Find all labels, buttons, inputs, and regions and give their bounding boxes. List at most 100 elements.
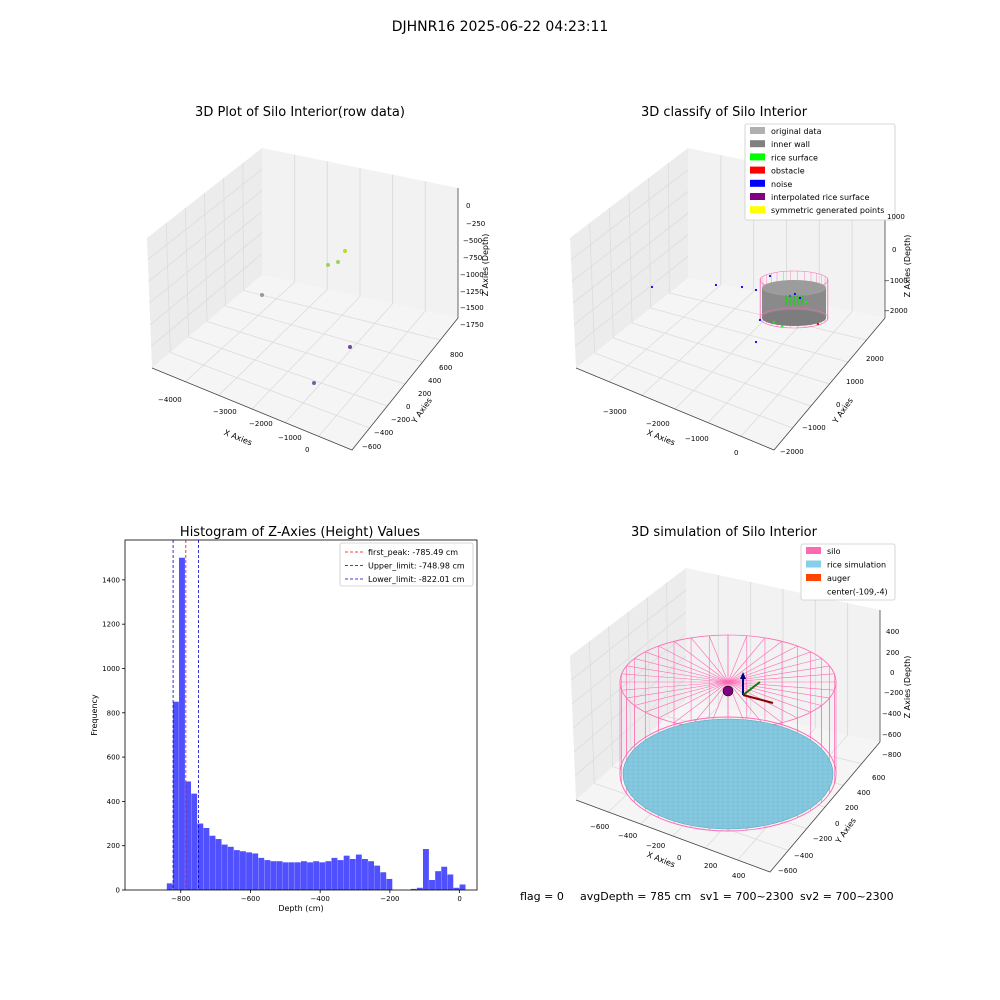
- classify-z-tick: −2000: [884, 307, 908, 315]
- classify-x-tick: 0: [734, 449, 738, 457]
- simulation-y-tick: −200: [813, 835, 832, 843]
- classify-point: [793, 299, 795, 301]
- histogram-legend: first_peak: -785.49 cm Upper_limit: -748.…: [339, 542, 474, 587]
- classify-point: [789, 299, 791, 301]
- simulation-x-tick: 200: [704, 862, 717, 870]
- classify-point: [789, 303, 791, 305]
- classify-point: [801, 297, 803, 299]
- simulation-auger: [722, 672, 774, 704]
- histogram-bar: [294, 862, 301, 890]
- classify-legend-label: symmetric generated points: [771, 206, 884, 215]
- histogram-bar: [233, 850, 240, 890]
- raw-y-ticks: −600 −400 −200 0 200 400 600 800: [362, 351, 463, 451]
- classify-point: [785, 299, 787, 301]
- simulation-legend-label: center(-109,-4): [827, 588, 888, 597]
- raw-z-tick: 0: [466, 202, 470, 210]
- histogram-bar: [441, 866, 448, 890]
- figure-title: DJHNR16 2025-06-22 04:23:11: [392, 19, 609, 35]
- histogram-bar: [282, 862, 289, 890]
- histogram-bar: [209, 835, 216, 890]
- simulation-y-tick: 200: [845, 804, 858, 812]
- histogram-bar: [459, 884, 466, 890]
- histogram-bar: [349, 858, 356, 890]
- histogram-bar: [301, 861, 307, 890]
- classify-legend-swatch: [750, 127, 765, 134]
- raw-outlier-point: [326, 263, 330, 267]
- simulation-y-tick: −400: [794, 852, 813, 860]
- histogram-bar: [325, 861, 332, 890]
- classify-point: [801, 299, 803, 301]
- histogram-bar: [386, 878, 393, 890]
- raw-outlier-point: [260, 293, 264, 297]
- raw-z-tick: −1250: [460, 288, 484, 296]
- simulation-x-label: X Axies: [646, 850, 677, 869]
- classify-point: [801, 295, 803, 297]
- histogram-x-tick: −600: [241, 895, 260, 903]
- raw-z-tick: −1000: [460, 271, 484, 279]
- histogram-bar: [368, 861, 374, 890]
- auger-marker: [722, 685, 734, 697]
- classify-point: [797, 299, 799, 301]
- raw-outlier-point: [348, 345, 352, 349]
- raw-x-tick: −3000: [213, 408, 237, 416]
- histogram-y-tick: 200: [107, 842, 120, 850]
- panel-simulation-3d: 3D simulation of Silo Interior: [570, 525, 912, 880]
- histogram-y-tick: 1200: [102, 621, 120, 629]
- raw-y-tick: 400: [428, 377, 441, 385]
- simulation-z-label: Z Axies (Depth): [903, 656, 912, 719]
- classify-legend-label: original data: [771, 127, 822, 136]
- classify-point: [797, 295, 799, 297]
- histogram-bar: [203, 827, 210, 890]
- classify-legend-label: obstacle: [771, 167, 805, 176]
- classify-silo-cylinder: [650, 270, 829, 344]
- histogram-bar: [319, 862, 326, 890]
- histogram-bar: [447, 874, 454, 890]
- histogram-bars: [166, 557, 466, 890]
- histogram-bar: [343, 855, 350, 890]
- simulation-title: 3D simulation of Silo Interior: [631, 525, 818, 540]
- panel-histogram: Histogram of Z-Axies (Height) Values −80…: [90, 525, 478, 913]
- simulation-z-tick: 0: [890, 669, 894, 677]
- simulation-legend-swatch: [806, 547, 821, 554]
- classify-legend-swatch: [750, 140, 765, 148]
- raw-y-tick: −600: [362, 443, 381, 451]
- panel-raw-title: 3D Plot of Silo Interior(row data): [195, 105, 405, 120]
- classify-y-tick: −2000: [780, 448, 804, 456]
- classify-point: [797, 303, 799, 305]
- histogram-bar: [429, 880, 435, 890]
- simulation-legend-label: auger: [827, 574, 851, 583]
- histogram-y-label: Frequency: [90, 694, 99, 736]
- histogram-bar: [276, 861, 283, 890]
- histogram-bar: [252, 853, 259, 890]
- raw-y-label: Y Axies: [409, 396, 434, 426]
- classify-z-tick: −1000: [884, 277, 908, 285]
- classify-legend-label: interpolated rice surface: [771, 193, 869, 202]
- classify-point: [801, 301, 803, 303]
- histogram-legend-label: Lower_limit: -822.01 cm: [368, 575, 465, 584]
- footer-avg-depth: avgDepth = 785 cm: [580, 890, 691, 903]
- status-footer: flag = 0 avgDepth = 785 cm sv1 = 700~230…: [520, 890, 894, 903]
- raw-y-tick: −400: [374, 429, 393, 437]
- classify-point: [804, 300, 808, 304]
- classify-legend: original data inner wall rice surface obsta…: [744, 123, 896, 221]
- classify-legend-label: rice surface: [771, 153, 818, 162]
- raw-y-tick: 600: [439, 364, 452, 372]
- histogram-bar: [313, 861, 320, 890]
- simulation-y-tick: 400: [857, 789, 870, 797]
- classify-legend-label: inner wall: [771, 140, 810, 149]
- simulation-z-tick: 200: [886, 649, 899, 657]
- footer-sv1: sv1 = 700~2300: [700, 890, 794, 903]
- simulation-y-tick: 0: [835, 820, 839, 828]
- histogram-bar: [307, 862, 313, 890]
- histogram-y-tick: 0: [116, 887, 120, 895]
- histogram-bar: [270, 861, 277, 890]
- raw-z-tick: −1750: [460, 321, 484, 329]
- raw-point-cloud: [260, 226, 423, 385]
- classify-legend-swatch: [750, 166, 765, 174]
- histogram-title: Histogram of Z-Axies (Height) Values: [180, 525, 420, 540]
- simulation-y-ticks: −600 −400 −200 0 200 400 600: [778, 774, 885, 875]
- classify-point: [793, 292, 797, 296]
- classify-z-ticks: 1000 0 −1000 −2000: [884, 213, 908, 315]
- histogram-x-ticks: −800 −600 −400 −200 0: [171, 890, 462, 903]
